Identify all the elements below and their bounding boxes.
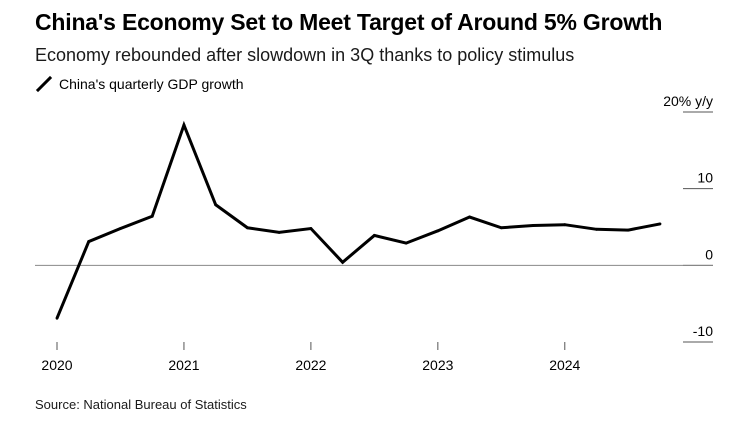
- x-axis: 2020 2021 2022 2023 2024: [41, 342, 581, 373]
- x-tick-label: 2020: [41, 357, 72, 373]
- data-point: [595, 227, 598, 231]
- data-point: [150, 214, 154, 218]
- data-point: [658, 222, 662, 226]
- data-point: [404, 241, 408, 245]
- x-tick-label: 2022: [295, 357, 326, 373]
- legend: China's quarterly GDP growth: [35, 74, 244, 94]
- chart-subtitle: Economy rebounded after slowdown in 3Q t…: [35, 45, 575, 65]
- data-point: [214, 203, 218, 207]
- chart-title: China's Economy Set to Meet Target of Ar…: [35, 9, 663, 35]
- data-point: [372, 234, 376, 237]
- x-tick-label: 2023: [422, 357, 453, 373]
- y-tick-label: -10: [693, 323, 713, 339]
- data-point: [626, 228, 630, 232]
- y-tick-label: 10: [697, 170, 713, 186]
- data-point: [277, 230, 281, 234]
- legend-line-swatch: [35, 75, 53, 93]
- data-point: [87, 240, 91, 243]
- data-point: [55, 316, 59, 320]
- x-tick-label: 2024: [549, 357, 580, 373]
- source-note: Source: National Bureau of Statistics: [35, 397, 247, 412]
- data-point: [309, 227, 313, 230]
- x-tick-label: 2021: [168, 357, 199, 373]
- legend-label: China's quarterly GDP growth: [59, 76, 244, 92]
- data-point: [563, 223, 567, 227]
- y-axis: 20% y/y 10 0 -10: [663, 93, 713, 343]
- y-tick-label: 0: [705, 246, 713, 262]
- data-point: [531, 224, 535, 227]
- y-tick-label: 20% y/y: [663, 93, 713, 109]
- data-point: [499, 226, 503, 230]
- data-point: [182, 123, 186, 127]
- data-point: [246, 226, 249, 230]
- data-point: [468, 215, 471, 219]
- data-point: [119, 227, 122, 230]
- series-group: [55, 120, 662, 320]
- series-line: [55, 120, 661, 319]
- data-point: [341, 260, 345, 264]
- data-point: [436, 229, 440, 233]
